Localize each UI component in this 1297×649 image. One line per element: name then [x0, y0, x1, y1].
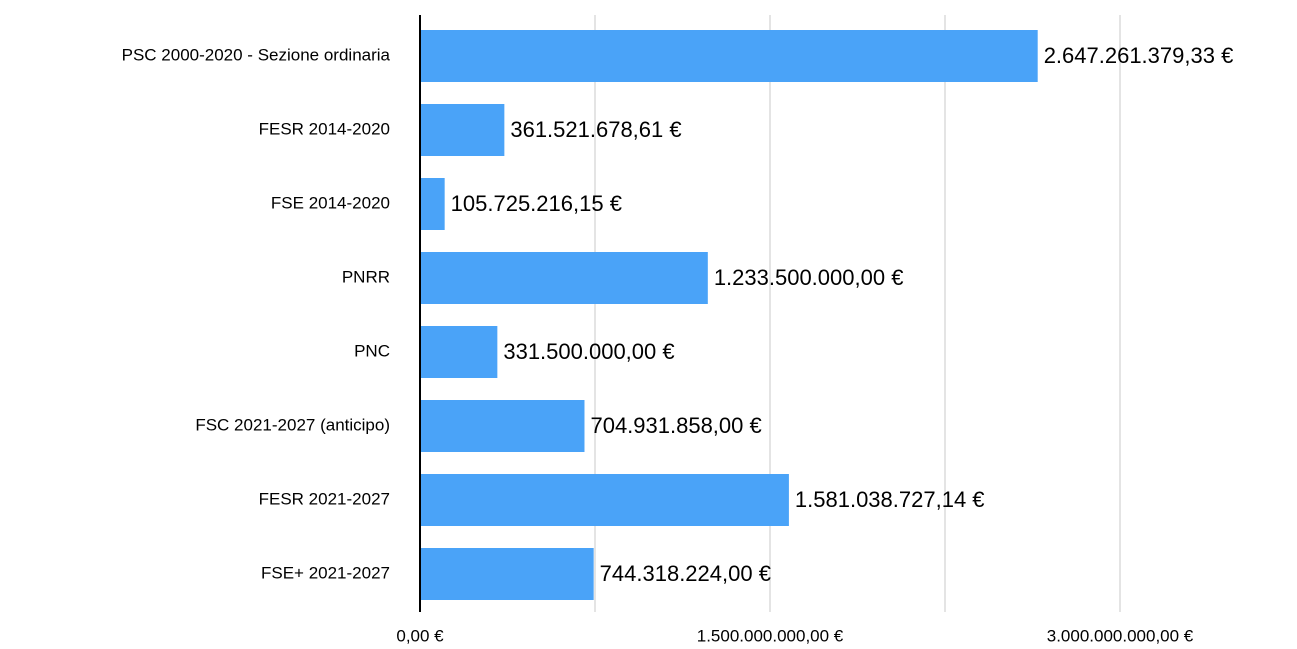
category-label: FESR 2014-2020: [259, 119, 390, 138]
value-label: 704.931.858,00 €: [590, 413, 761, 438]
bar: [420, 178, 445, 230]
value-label: 331.500.000,00 €: [503, 339, 674, 364]
category-label: PNC: [354, 341, 390, 360]
x-tick-label: 1.500.000.000,00 €: [697, 626, 844, 645]
x-tick-label: 0,00 €: [396, 626, 444, 645]
category-label: FSC 2021-2027 (anticipo): [195, 415, 390, 434]
bar: [420, 30, 1038, 82]
bar: [420, 104, 505, 156]
category-label: PNRR: [342, 267, 390, 286]
bar: [420, 474, 789, 526]
value-label: 1.233.500.000,00 €: [714, 265, 904, 290]
value-label: 105.725.216,15 €: [451, 191, 622, 216]
bar: [420, 548, 594, 600]
category-label: FSE 2014-2020: [271, 193, 390, 212]
bar: [420, 400, 585, 452]
x-tick-label: 3.000.000.000,00 €: [1047, 626, 1194, 645]
value-label: 744.318.224,00 €: [600, 561, 771, 586]
value-label: 2.647.261.379,33 €: [1044, 43, 1234, 68]
category-label: FESR 2021-2027: [259, 489, 390, 508]
bar: [420, 326, 498, 378]
category-label: PSC 2000-2020 - Sezione ordinaria: [122, 45, 391, 64]
value-label: 361.521.678,61 €: [510, 117, 681, 142]
value-label: 1.581.038.727,14 €: [795, 487, 985, 512]
bar: [420, 252, 708, 304]
category-label: FSE+ 2021-2027: [261, 563, 390, 582]
